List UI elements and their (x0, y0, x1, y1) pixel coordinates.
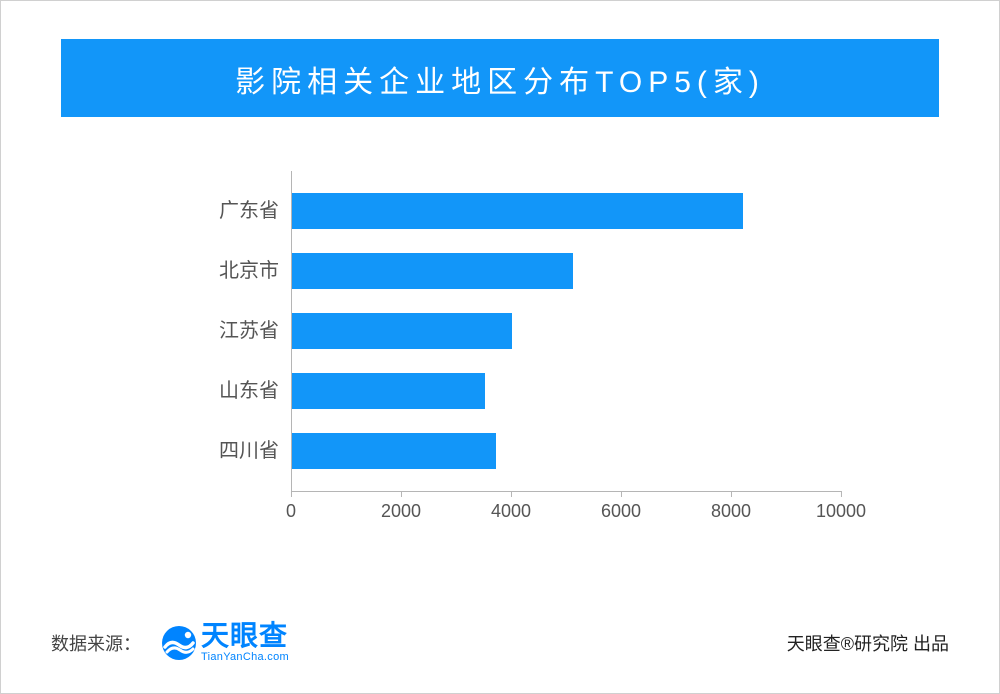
x-tick: 6000 (601, 491, 641, 522)
bar-row: 江苏省 (171, 301, 871, 361)
x-ticks-group: 0200040006000800010000 (291, 491, 841, 525)
tianyancha-logo: 天眼查 TianYanCha.com (161, 622, 289, 663)
bar (292, 373, 485, 409)
wave-icon (161, 625, 197, 661)
x-tick: 2000 (381, 491, 421, 522)
tick-label: 4000 (491, 501, 531, 522)
tick-mark (290, 491, 291, 497)
x-tick: 4000 (491, 491, 531, 522)
source-left: 数据来源： 天眼查 TianYanCha.com (51, 622, 289, 663)
x-tick: 8000 (711, 491, 751, 522)
bar (292, 313, 512, 349)
credit-text: 天眼查®研究院 出品 (787, 630, 949, 656)
bar (292, 253, 573, 289)
tick-label: 8000 (711, 501, 751, 522)
chart-card: 影院相关企业地区分布TOP5(家) 广东省北京市江苏省山东省四川省 0 2000 4… (0, 0, 1000, 694)
category-label: 北京市 (171, 253, 279, 289)
bar-row: 四川省 (171, 421, 871, 481)
footer: 数据来源： 天眼查 TianYanCha.com 天眼查®研究院 出品 (1, 622, 999, 663)
tick-mark (841, 491, 842, 497)
bar-row: 广东省 (171, 181, 871, 241)
category-label: 广东省 (171, 193, 279, 229)
x-tick: 0 (286, 491, 296, 522)
tick-mark (510, 491, 511, 497)
tick-mark (400, 491, 401, 497)
logo-en: TianYanCha.com (201, 652, 289, 663)
chart-title: 影院相关企业地区分布TOP5(家) (235, 66, 765, 99)
bar-row: 北京市 (171, 241, 871, 301)
tick-mark (730, 491, 731, 497)
tick-label: 6000 (601, 501, 641, 522)
bar-row: 山东省 (171, 361, 871, 421)
logo-text: 天眼查 TianYanCha.com (201, 622, 289, 663)
tick-label: 2000 (381, 501, 421, 522)
tick-label: 0 (286, 501, 296, 522)
tick-label: 10000 (816, 501, 866, 522)
tick-mark (620, 491, 621, 497)
logo-cn: 天眼查 (201, 622, 289, 650)
bar (292, 433, 496, 469)
category-label: 江苏省 (171, 313, 279, 349)
category-label: 山东省 (171, 373, 279, 409)
chart-title-banner: 影院相关企业地区分布TOP5(家) (61, 39, 939, 117)
chart-area: 广东省北京市江苏省山东省四川省 0200040006000800010000 (171, 171, 871, 491)
category-label: 四川省 (171, 433, 279, 469)
source-label: 数据来源： (51, 630, 141, 656)
bar (292, 193, 743, 229)
plot-area: 广东省北京市江苏省山东省四川省 (171, 171, 871, 491)
x-tick: 10000 (816, 491, 866, 522)
